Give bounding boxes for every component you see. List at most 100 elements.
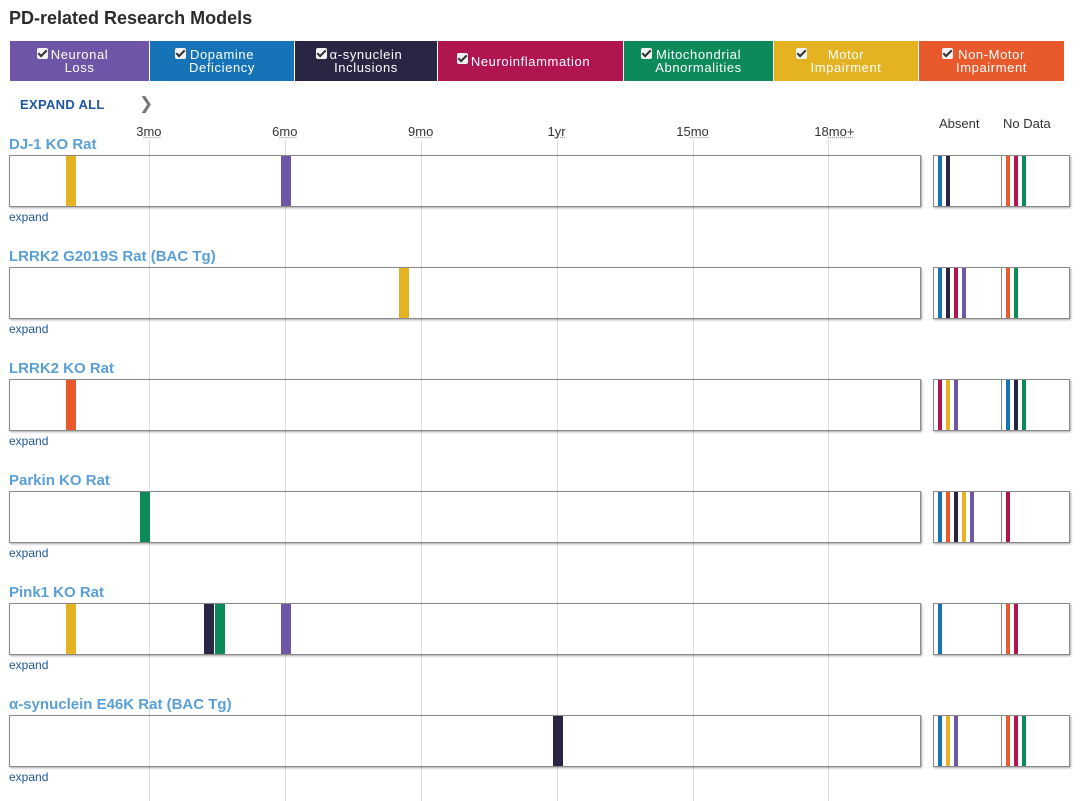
expand-link[interactable]: expand [9,322,49,336]
expand-link[interactable]: expand [9,658,49,672]
model-title[interactable]: Parkin KO Rat [9,472,110,489]
checkbox-checked-icon[interactable] [641,48,653,59]
model-timeline [9,267,921,319]
expand-link[interactable]: expand [9,770,49,784]
timeline-event-motor[interactable] [65,156,76,206]
model-timeline [9,491,921,543]
chevron-right-icon[interactable]: ❯ [139,94,154,113]
absent-marker-dopamine[interactable] [938,492,942,542]
checkbox-checked-icon[interactable] [315,48,327,59]
absent-marker-inflammation[interactable] [954,268,958,318]
legend-nonmotor[interactable]: Non-Motor Impairment [919,41,1064,81]
checkbox-checked-icon[interactable] [456,52,468,64]
absent-marker-synuclein[interactable] [946,156,950,206]
nodata-marker-inflammation[interactable] [1014,716,1018,766]
nodata-marker-inflammation[interactable] [1014,156,1018,206]
timeline-event-nonmotor[interactable] [65,380,76,430]
axis-gridline [148,140,150,801]
axis-tick-label: 18mo+ [814,124,854,139]
nodata-marker-mito[interactable] [1022,380,1026,430]
legend-label-line2: Impairment [810,60,882,75]
legend-label-line2: Deficiency [189,60,255,75]
timeline-event-motor[interactable] [65,604,76,654]
absent-marker-dopamine[interactable] [938,716,942,766]
timeline-event-motor[interactable] [398,268,409,318]
axis-gridline [692,140,694,801]
timeline-event-mito[interactable] [140,492,151,542]
nodata-marker-inflammation[interactable] [1014,604,1018,654]
nodata-marker-dopamine[interactable] [1006,380,1010,430]
status-divider [1001,380,1002,430]
checkbox-checked-icon[interactable] [941,48,953,59]
nodata-marker-synuclein[interactable] [1014,380,1018,430]
model-title[interactable]: α-synuclein E46K Rat (BAC Tg) [9,696,232,713]
expand-all-button[interactable]: EXPAND ALL [20,97,105,112]
status-divider [1001,716,1002,766]
model-timeline [9,379,921,431]
expand-link[interactable]: expand [9,546,49,560]
tick-number: 3 [136,124,144,139]
expand-link[interactable]: expand [9,434,49,448]
legend-inflammation[interactable]: Neuroinflammation [438,41,623,81]
legend-label-line2: Impairment [955,60,1028,75]
absent-marker-neuronal[interactable] [954,716,958,766]
nodata-marker-mito[interactable] [1022,716,1026,766]
axis-tick-label: 6mo [272,124,297,139]
timeline-event-neuronal[interactable] [280,604,291,654]
tick-unit: mo [279,124,298,139]
absent-marker-motor[interactable] [962,492,966,542]
absent-marker-motor[interactable] [946,380,950,430]
absent-marker-dopamine[interactable] [938,156,942,206]
legend-label-line1: Motor [827,47,865,62]
absent-marker-neuronal[interactable] [962,268,966,318]
status-divider [1001,604,1002,654]
absent-marker-motor[interactable] [946,716,950,766]
absent-marker-dopamine[interactable] [938,604,942,654]
tick-unit: mo [415,124,434,139]
nodata-marker-nonmotor[interactable] [1006,716,1010,766]
absent-marker-synuclein[interactable] [954,492,958,542]
legend-label-line2: Inclusions [334,60,398,75]
legend-mito[interactable]: Mitochondrial Abnormalities [624,41,773,81]
axis-tick-label: 1yr [548,124,566,139]
model-title[interactable]: DJ-1 KO Rat [9,136,97,153]
absent-marker-nonmotor[interactable] [946,492,950,542]
tick-unit: mo [143,124,162,139]
model-title[interactable]: LRRK2 G2019S Rat (BAC Tg) [9,248,216,265]
nodata-marker-mito[interactable] [1022,156,1026,206]
nodata-marker-nonmotor[interactable] [1006,604,1010,654]
absent-marker-neuronal[interactable] [954,380,958,430]
model-title[interactable]: Pink1 KO Rat [9,584,105,601]
model-title[interactable]: LRRK2 KO Rat [9,360,115,377]
legend-label-line1: Neuronal [50,47,109,62]
absent-marker-dopamine[interactable] [938,268,942,318]
expand-link[interactable]: expand [9,210,49,224]
legend-label-line1: Non-Motor [958,47,1025,62]
absent-nodata-box [933,603,1070,655]
timeline-event-synuclein[interactable] [203,604,214,654]
absent-marker-neuronal[interactable] [970,492,974,542]
tick-unit: mo [690,124,709,139]
timeline-event-mito[interactable] [215,604,226,654]
legend-neuronal[interactable]: Neuronal Loss [10,41,149,81]
checkbox-checked-icon[interactable] [796,48,808,59]
nodata-marker-mito[interactable] [1014,268,1018,318]
absent-nodata-box [933,379,1070,431]
nodata-marker-nonmotor[interactable] [1006,156,1010,206]
timeline-event-synuclein[interactable] [552,716,563,766]
axis-gridline [420,140,422,801]
absent-marker-synuclein[interactable] [946,268,950,318]
absent-nodata-box [933,267,1070,319]
tick-number: 18 [814,124,829,139]
legend-synuclein[interactable]: α-synuclein Inclusions [295,41,437,81]
checkbox-checked-icon[interactable] [175,48,187,59]
nodata-marker-inflammation[interactable] [1006,492,1010,542]
no-data-header: No Data [1003,116,1051,131]
absent-marker-inflammation[interactable] [938,380,942,430]
nodata-marker-nonmotor[interactable] [1006,268,1010,318]
axis-gridline [828,140,830,801]
legend-dopamine[interactable]: Dopamine Deficiency [150,41,294,81]
legend-motor[interactable]: Motor Impairment [774,41,918,81]
timeline-event-neuronal[interactable] [280,156,291,206]
checkbox-checked-icon[interactable] [36,48,48,59]
